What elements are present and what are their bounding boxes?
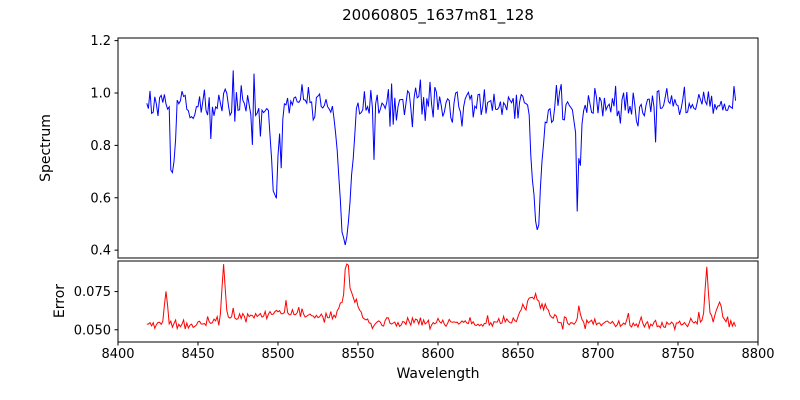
spectrum-y-tick-label: 0.6 — [90, 191, 111, 206]
spectrum-y-tick-label: 1.0 — [90, 87, 111, 102]
spectrum-y-tick-label: 0.8 — [90, 139, 111, 154]
x-tick-label: 8450 — [181, 347, 214, 362]
error-y-tick-label: 0.050 — [74, 323, 111, 338]
error-axes-box — [117, 260, 759, 343]
x-tick-label: 8800 — [741, 347, 774, 362]
x-tick-label: 8400 — [101, 347, 134, 362]
spectrum-y-tick-label: 1.2 — [90, 34, 111, 49]
x-tick-label: 8550 — [341, 347, 374, 362]
x-tick-label: 8750 — [661, 347, 694, 362]
spectrum-line — [146, 70, 737, 246]
x-tick-label: 8700 — [581, 347, 614, 362]
error-line — [146, 263, 737, 332]
chart-title: 20060805_1637m81_128 — [342, 6, 534, 24]
x-tick-label: 8600 — [421, 347, 454, 362]
spectrum-axes-box — [117, 37, 759, 259]
x-tick-label: 8500 — [261, 347, 294, 362]
x-axis-label: Wavelength — [396, 366, 480, 382]
spectrum-y-tick-label: 0.4 — [90, 244, 111, 259]
x-tick-label: 8650 — [501, 347, 534, 362]
error-y-tick-label: 0.075 — [74, 285, 111, 300]
